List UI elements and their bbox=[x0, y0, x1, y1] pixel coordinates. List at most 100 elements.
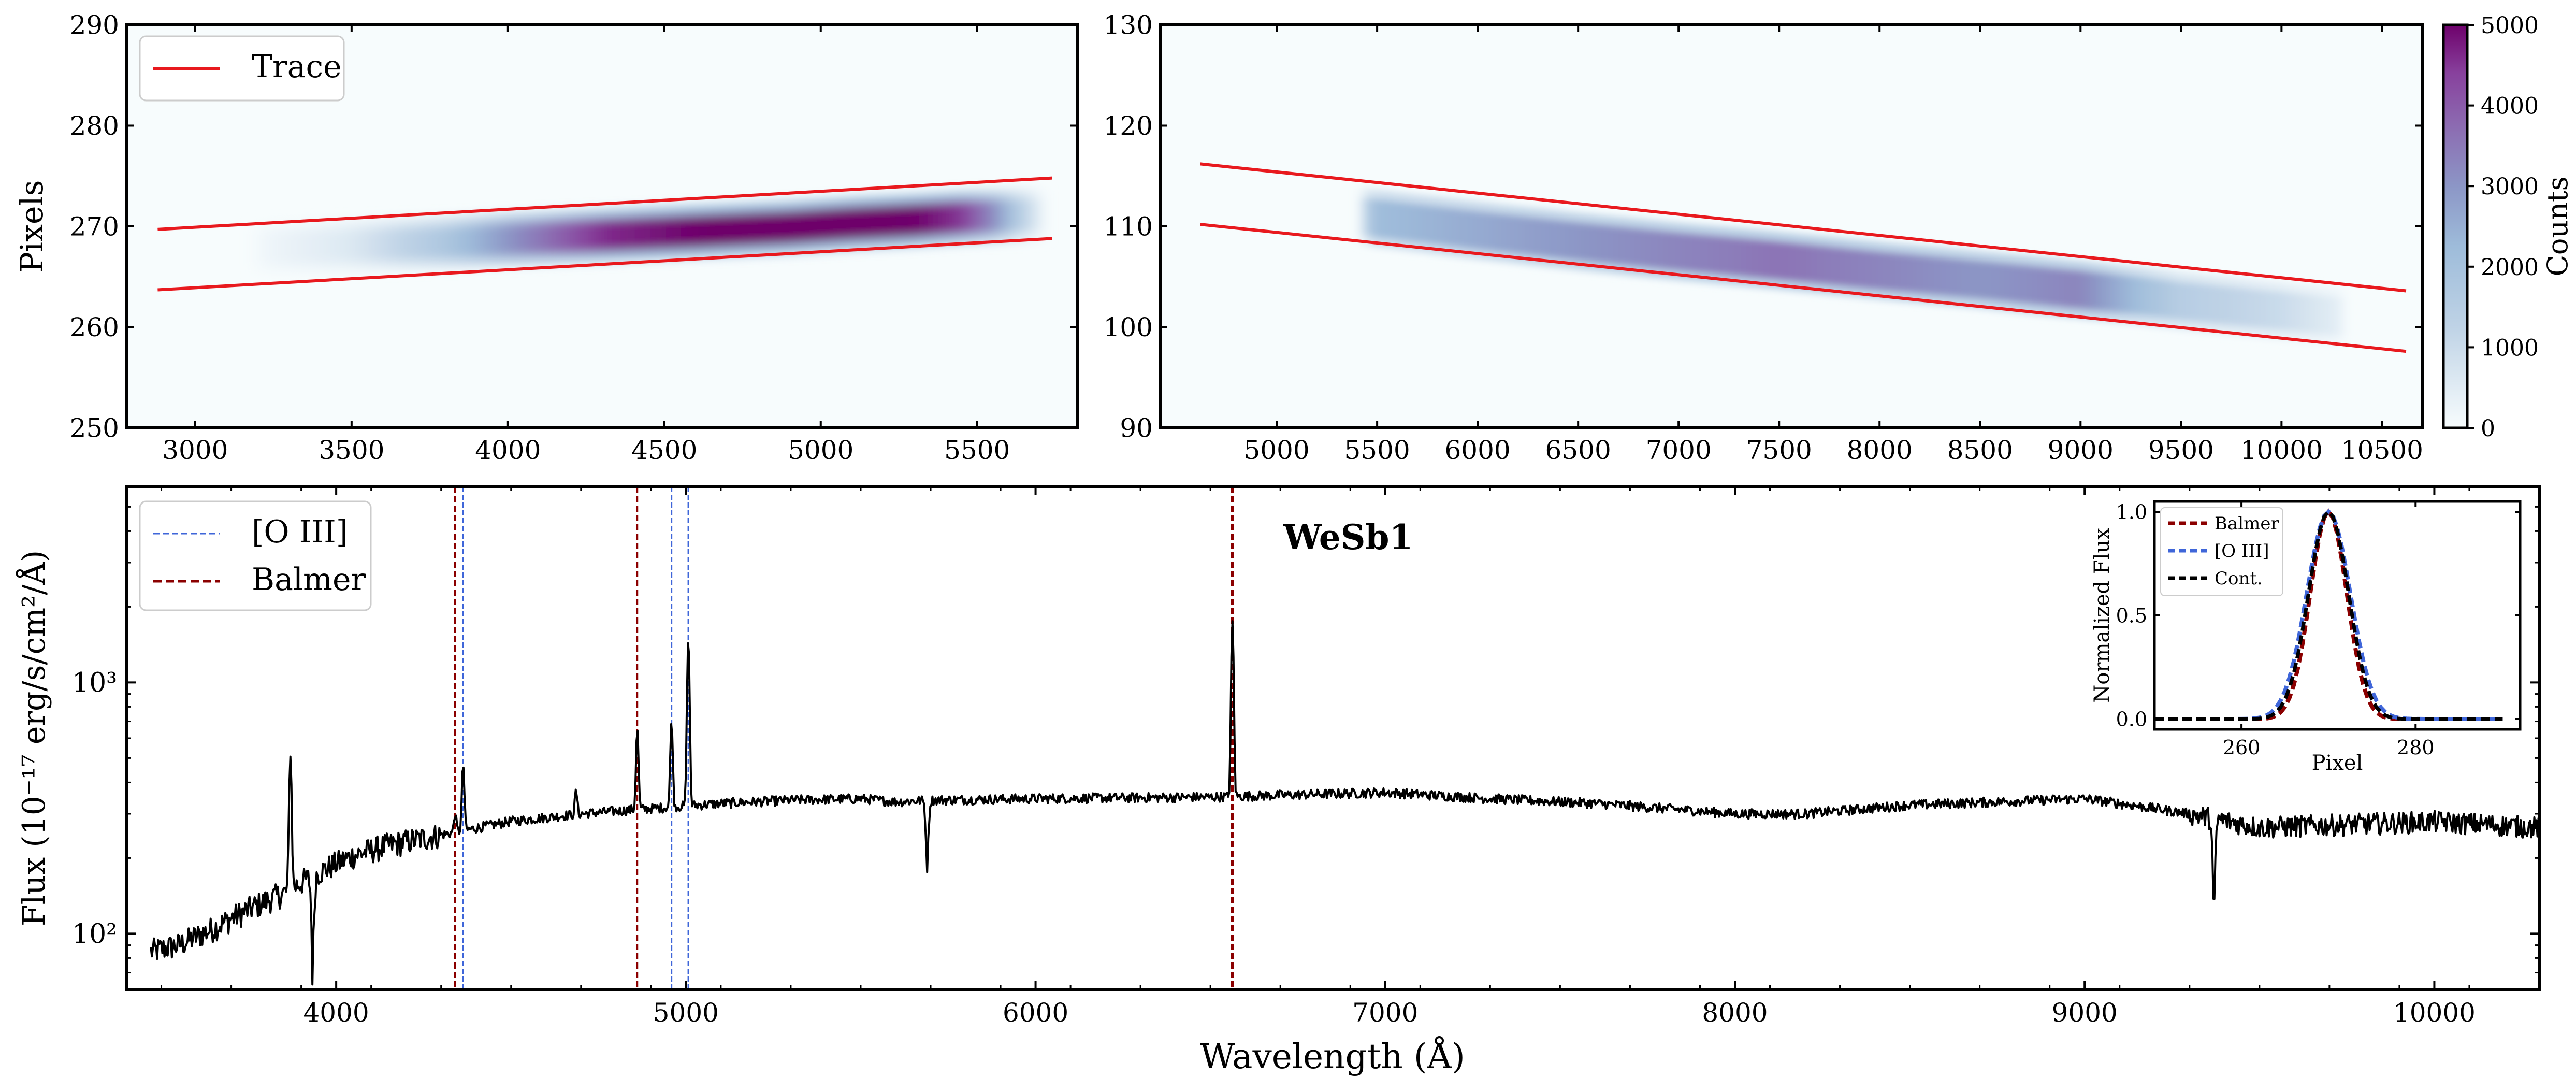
colorbar-tick-label: 4000 bbox=[2481, 93, 2539, 120]
band-core bbox=[1377, 200, 1395, 239]
y-tick-label: 290 bbox=[70, 10, 119, 40]
heatmap-layer bbox=[1363, 188, 2342, 346]
band-core bbox=[367, 228, 384, 261]
x-tick-label: 5000 bbox=[1243, 435, 1309, 465]
band-core bbox=[1595, 225, 1612, 263]
band-core bbox=[1011, 199, 1016, 232]
x-tick-label: 5500 bbox=[1344, 435, 1410, 465]
band-core bbox=[727, 213, 743, 246]
band-core bbox=[883, 205, 894, 238]
y-tick-label: 110 bbox=[1104, 212, 1153, 242]
band-core bbox=[1444, 208, 1461, 247]
band-core bbox=[1862, 251, 1880, 289]
band-core bbox=[1695, 235, 1713, 273]
colorbar-label: Counts bbox=[2541, 177, 2574, 277]
band-core bbox=[414, 227, 430, 260]
y-ticks: 0.0 0.5 1.0 bbox=[2116, 500, 2520, 730]
spectrum-band bbox=[1363, 188, 2342, 346]
band-core bbox=[273, 232, 290, 264]
band-core bbox=[1996, 263, 2014, 301]
band-core bbox=[1561, 221, 1579, 260]
band-core bbox=[862, 206, 874, 239]
x-tick-label: 280 bbox=[2397, 736, 2435, 759]
band-core bbox=[1460, 210, 1479, 249]
band-core bbox=[946, 202, 954, 235]
band-core bbox=[555, 221, 571, 253]
x-tick-label: 7000 bbox=[1646, 435, 1712, 465]
spectrum-layer bbox=[150, 620, 2539, 986]
band-core bbox=[1946, 258, 1964, 297]
band-core bbox=[1007, 199, 1012, 232]
band-core bbox=[524, 222, 540, 255]
band-core bbox=[831, 208, 843, 241]
band-core bbox=[1544, 219, 1562, 258]
band-core bbox=[2147, 278, 2155, 317]
y-tick-label: 1.0 bbox=[2116, 500, 2147, 523]
x-tick-label: 5500 bbox=[944, 435, 1010, 465]
band-core bbox=[1410, 204, 1428, 243]
band-core bbox=[1896, 254, 1914, 292]
trace-layer bbox=[1200, 162, 2407, 353]
band-core bbox=[696, 214, 712, 248]
band-core bbox=[2332, 297, 2342, 336]
band-core bbox=[852, 207, 863, 239]
x-tick-label: 4500 bbox=[631, 435, 697, 465]
band-core bbox=[922, 203, 931, 236]
profile-layer bbox=[2154, 508, 2503, 721]
spectrum-line bbox=[150, 620, 2539, 986]
x-tick-label: 6000 bbox=[1445, 435, 1511, 465]
inset-y-label: Normalized Flux bbox=[2090, 528, 2114, 703]
band-core bbox=[2101, 273, 2111, 312]
legend-label-oiii: [O III] bbox=[252, 514, 348, 550]
band-core bbox=[789, 211, 801, 243]
band-core bbox=[2110, 274, 2121, 313]
band-core bbox=[508, 223, 525, 255]
legend: [O III] Balmer bbox=[139, 500, 372, 611]
band-core bbox=[1628, 228, 1646, 267]
band-core bbox=[2215, 286, 2232, 324]
band-core bbox=[2181, 282, 2198, 321]
band-core bbox=[476, 224, 488, 257]
x-tick-label: 9000 bbox=[2052, 998, 2118, 1028]
band-core bbox=[1829, 247, 1847, 286]
band-core bbox=[2030, 266, 2048, 305]
x-tick-label: 10000 bbox=[2393, 998, 2476, 1028]
y-tick-label: 0.0 bbox=[2116, 708, 2147, 730]
x-tick-label: 9000 bbox=[2048, 435, 2114, 465]
band-core bbox=[2281, 292, 2292, 331]
band-core bbox=[1374, 199, 1378, 238]
x-tick-label: 5000 bbox=[788, 435, 853, 465]
legend-label-balmer: Balmer bbox=[2215, 513, 2279, 534]
band-core bbox=[961, 201, 967, 234]
legend-label-balmer: Balmer bbox=[252, 562, 366, 598]
band-core bbox=[1394, 202, 1411, 241]
x-tick-label: 6000 bbox=[1003, 998, 1068, 1028]
x-tick-label: 3500 bbox=[319, 435, 384, 465]
band-core bbox=[1511, 215, 1529, 254]
band-core bbox=[2291, 293, 2303, 332]
band-core bbox=[1812, 246, 1830, 284]
band-core bbox=[873, 206, 884, 238]
panel-spectrum-1d: 4000 5000 6000 7000 8000 9000 10000 10² 10³ WeS… bbox=[16, 485, 2541, 1076]
y-axis-label: Flux (10⁻¹⁷ erg/s/cm²/Å) bbox=[16, 550, 52, 926]
y-ticks: 90 100 110 120 130 bbox=[1104, 10, 2422, 443]
band-core bbox=[445, 226, 457, 258]
colorbar-tick-label: 0 bbox=[2481, 415, 2495, 442]
band-core bbox=[2161, 279, 2168, 318]
band-core bbox=[2265, 291, 2282, 329]
colorbar: 0 1000 2000 3000 4000 5000 Counts bbox=[2442, 12, 2574, 442]
band-core bbox=[1370, 198, 1373, 237]
band-core bbox=[2080, 271, 2091, 310]
band-core bbox=[1015, 199, 1020, 232]
legend-label-cont: Cont. bbox=[2215, 568, 2263, 589]
band-core bbox=[953, 201, 962, 234]
band-core bbox=[2154, 279, 2162, 318]
x-tick-label: 10500 bbox=[2341, 435, 2423, 465]
trace-upper-line bbox=[1200, 162, 2407, 293]
x-ticks: 3000 3500 4000 4500 5000 5500 bbox=[162, 25, 1010, 465]
heatmap-layer bbox=[257, 189, 1040, 275]
band-core bbox=[2167, 280, 2175, 319]
colorbar-tick-label: 3000 bbox=[2481, 174, 2539, 200]
band-core bbox=[2174, 281, 2182, 320]
